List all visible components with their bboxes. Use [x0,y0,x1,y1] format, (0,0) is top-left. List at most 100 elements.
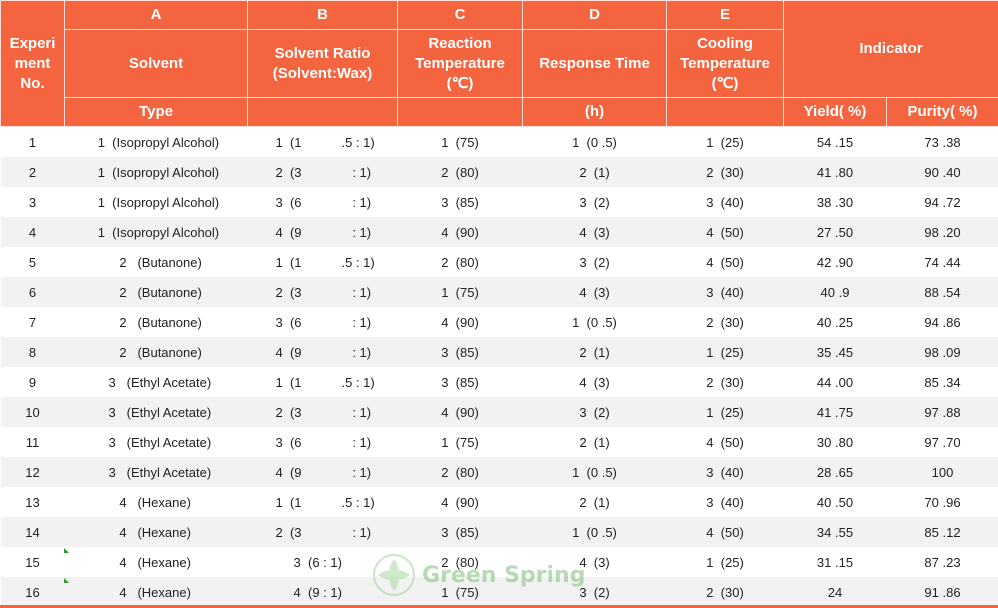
table-row: 15 4 (Hexane) 3 (6 : 1) 2 (80) 4 (3) 1 (25)… [0,547,998,577]
cell-purity: 98 .20 [886,217,998,247]
table-row: 5 2 (Butanone) 1 (1 .5 : 1) 2 (80) 3 (2) 4 (5… [0,247,998,277]
cell-solvent: 4 (Hexane) [64,577,248,607]
cell-solvent-ratio: 3 (6 : 1) [247,307,398,337]
cell-purity: 85 .34 [886,367,998,397]
cell-yield: 54 .15 [783,126,887,157]
cell-reaction-temperature: 4 (90) [397,487,523,517]
cell-solvent-ratio: 1 (1 .5 : 1) [247,367,398,397]
table-row: 4 1 (Isopropyl Alcohol) 4 (9 : 1) 4 (90) 4 … [0,217,998,247]
ratio-level: 4 (9 [275,224,302,240]
table-row: 6 2 (Butanone) 2 (3 : 1) 1 (75) 4 (3) 3 (40)… [0,277,998,307]
cell-response-time: 1 (0 .5) [522,517,667,547]
cell-reaction-temperature: 3 (85) [397,187,523,217]
cell-purity: 94 .72 [886,187,998,217]
cell-solvent-ratio: 3 (6 : 1) [247,187,398,217]
cell-response-time: 3 (2) [522,577,667,607]
cell-reaction-temperature: 1 (75) [397,126,523,157]
cell-experiment-no: 3 [0,187,65,217]
cell-solvent-ratio: 4 (9 : 1) [247,577,398,607]
cell-response-time: 1 (0 .5) [522,457,667,487]
header-cooling-temperature: Cooling Temperature (℃) [666,29,784,98]
cell-cooling-temperature: 4 (50) [666,427,784,457]
cell-reaction-temperature: 2 (80) [397,157,523,187]
cell-solvent: 2 (Butanone) [64,307,248,337]
ratio-level: 1 (1 [275,494,302,510]
header-col-b: B [247,0,398,30]
cell-experiment-no: 14 [0,517,65,547]
cell-response-time: 3 (2) [522,397,667,427]
table-row: 7 2 (Butanone) 3 (6 : 1) 4 (90) 1 (0 .5) 2 (… [0,307,998,337]
cell-response-time: 2 (1) [522,157,667,187]
cell-response-time: 2 (1) [522,337,667,367]
ratio-level: 4 (9 : 1) [275,584,342,600]
cell-experiment-no: 13 [0,487,65,517]
cell-experiment-no: 1 [0,126,65,157]
header-experiment-no: Experi ment No. [0,0,65,127]
ratio-value: : 1) [341,164,372,180]
header-type: Type [64,97,248,127]
cell-yield: 41 .80 [783,157,887,187]
cell-yield: 44 .00 [783,367,887,397]
cell-response-time: 3 (2) [522,247,667,277]
cell-reaction-temperature: 2 (80) [397,247,523,277]
cell-yield: 34 .55 [783,517,887,547]
cell-yield: 42 .90 [783,247,887,277]
header-solvent-ratio: Solvent Ratio (Solvent:Wax) [247,29,398,98]
cell-reaction-temperature: 2 (80) [397,547,523,577]
cell-experiment-no: 8 [0,337,65,367]
header-col-a: A [64,0,248,30]
table-body: 1 1 (Isopropyl Alcohol) 1 (1 .5 : 1) 1 (75)… [0,126,998,607]
cell-purity: 94 .86 [886,307,998,337]
cell-solvent: 4 (Hexane) [64,487,248,517]
ratio-value: : 1) [341,224,372,240]
cell-solvent: 4 (Hexane) [64,517,248,547]
cell-reaction-temperature: 2 (80) [397,457,523,487]
cell-yield: 35 .45 [783,337,887,367]
ratio-level: 3 (6 [275,194,302,210]
cell-purity: 91 .86 [886,577,998,607]
header-solvent: Solvent [64,29,248,98]
cell-purity: 70 .96 [886,487,998,517]
cell-yield: 28 .65 [783,457,887,487]
cell-reaction-temperature: 3 (85) [397,367,523,397]
cell-yield: 40 .50 [783,487,887,517]
cell-solvent-ratio: 4 (9 : 1) [247,457,398,487]
cell-cooling-temperature: 1 (25) [666,126,784,157]
ratio-value: .5 : 1) [341,254,375,270]
header-response-time-unit: (h) [522,97,667,127]
ratio-value: : 1) [341,194,372,210]
table-row: 9 3 (Ethyl Acetate) 1 (1 .5 : 1) 3 (85) 4 (3… [0,367,998,397]
ratio-value: .5 : 1) [341,134,375,150]
cell-experiment-no: 2 [0,157,65,187]
table-row: 2 1 (Isopropyl Alcohol) 2 (3 : 1) 2 (80) 2 … [0,157,998,187]
header-response-time: Response Time [522,29,667,98]
cell-cooling-temperature: 3 (40) [666,457,784,487]
cell-marker-icon [64,548,69,553]
cell-response-time: 2 (1) [522,487,667,517]
ratio-level: 2 (3 [275,404,302,420]
cell-solvent-ratio: 4 (9 : 1) [247,217,398,247]
cell-solvent: 3 (Ethyl Acetate) [64,427,248,457]
ratio-level: 4 (9 [275,344,302,360]
ratio-level: 1 (1 [275,374,302,390]
ratio-value: : 1) [341,314,372,330]
table-bottom-border [0,605,998,608]
ratio-level: 3 (6 [275,434,302,450]
cell-response-time: 4 (3) [522,547,667,577]
cell-cooling-temperature: 2 (30) [666,577,784,607]
cell-reaction-temperature: 1 (75) [397,577,523,607]
cell-solvent-ratio: 1 (1 .5 : 1) [247,247,398,277]
cell-purity: 73 .38 [886,126,998,157]
cell-response-time: 4 (3) [522,217,667,247]
cell-cooling-temperature: 4 (50) [666,247,784,277]
cell-experiment-no: 16 [0,577,65,607]
cell-cooling-temperature: 3 (40) [666,487,784,517]
cell-response-time: 1 (0 .5) [522,126,667,157]
cell-response-time: 2 (1) [522,427,667,457]
header-reaction-unit [397,97,523,127]
cell-marker-icon [64,578,69,583]
cell-experiment-no: 11 [0,427,65,457]
cell-solvent-ratio: 2 (3 : 1) [247,517,398,547]
cell-reaction-temperature: 3 (85) [397,517,523,547]
